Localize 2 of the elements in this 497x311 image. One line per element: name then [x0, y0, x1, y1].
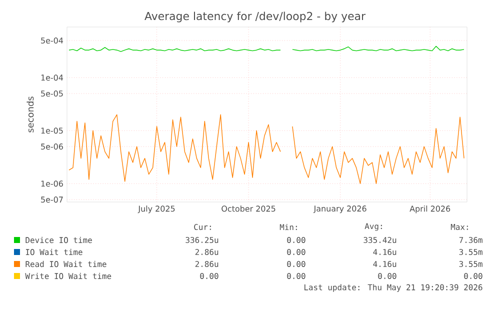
- y-axis-title: seconds: [26, 96, 34, 132]
- chart-title: Average latency for /dev/loop2 - by year: [144, 12, 366, 22]
